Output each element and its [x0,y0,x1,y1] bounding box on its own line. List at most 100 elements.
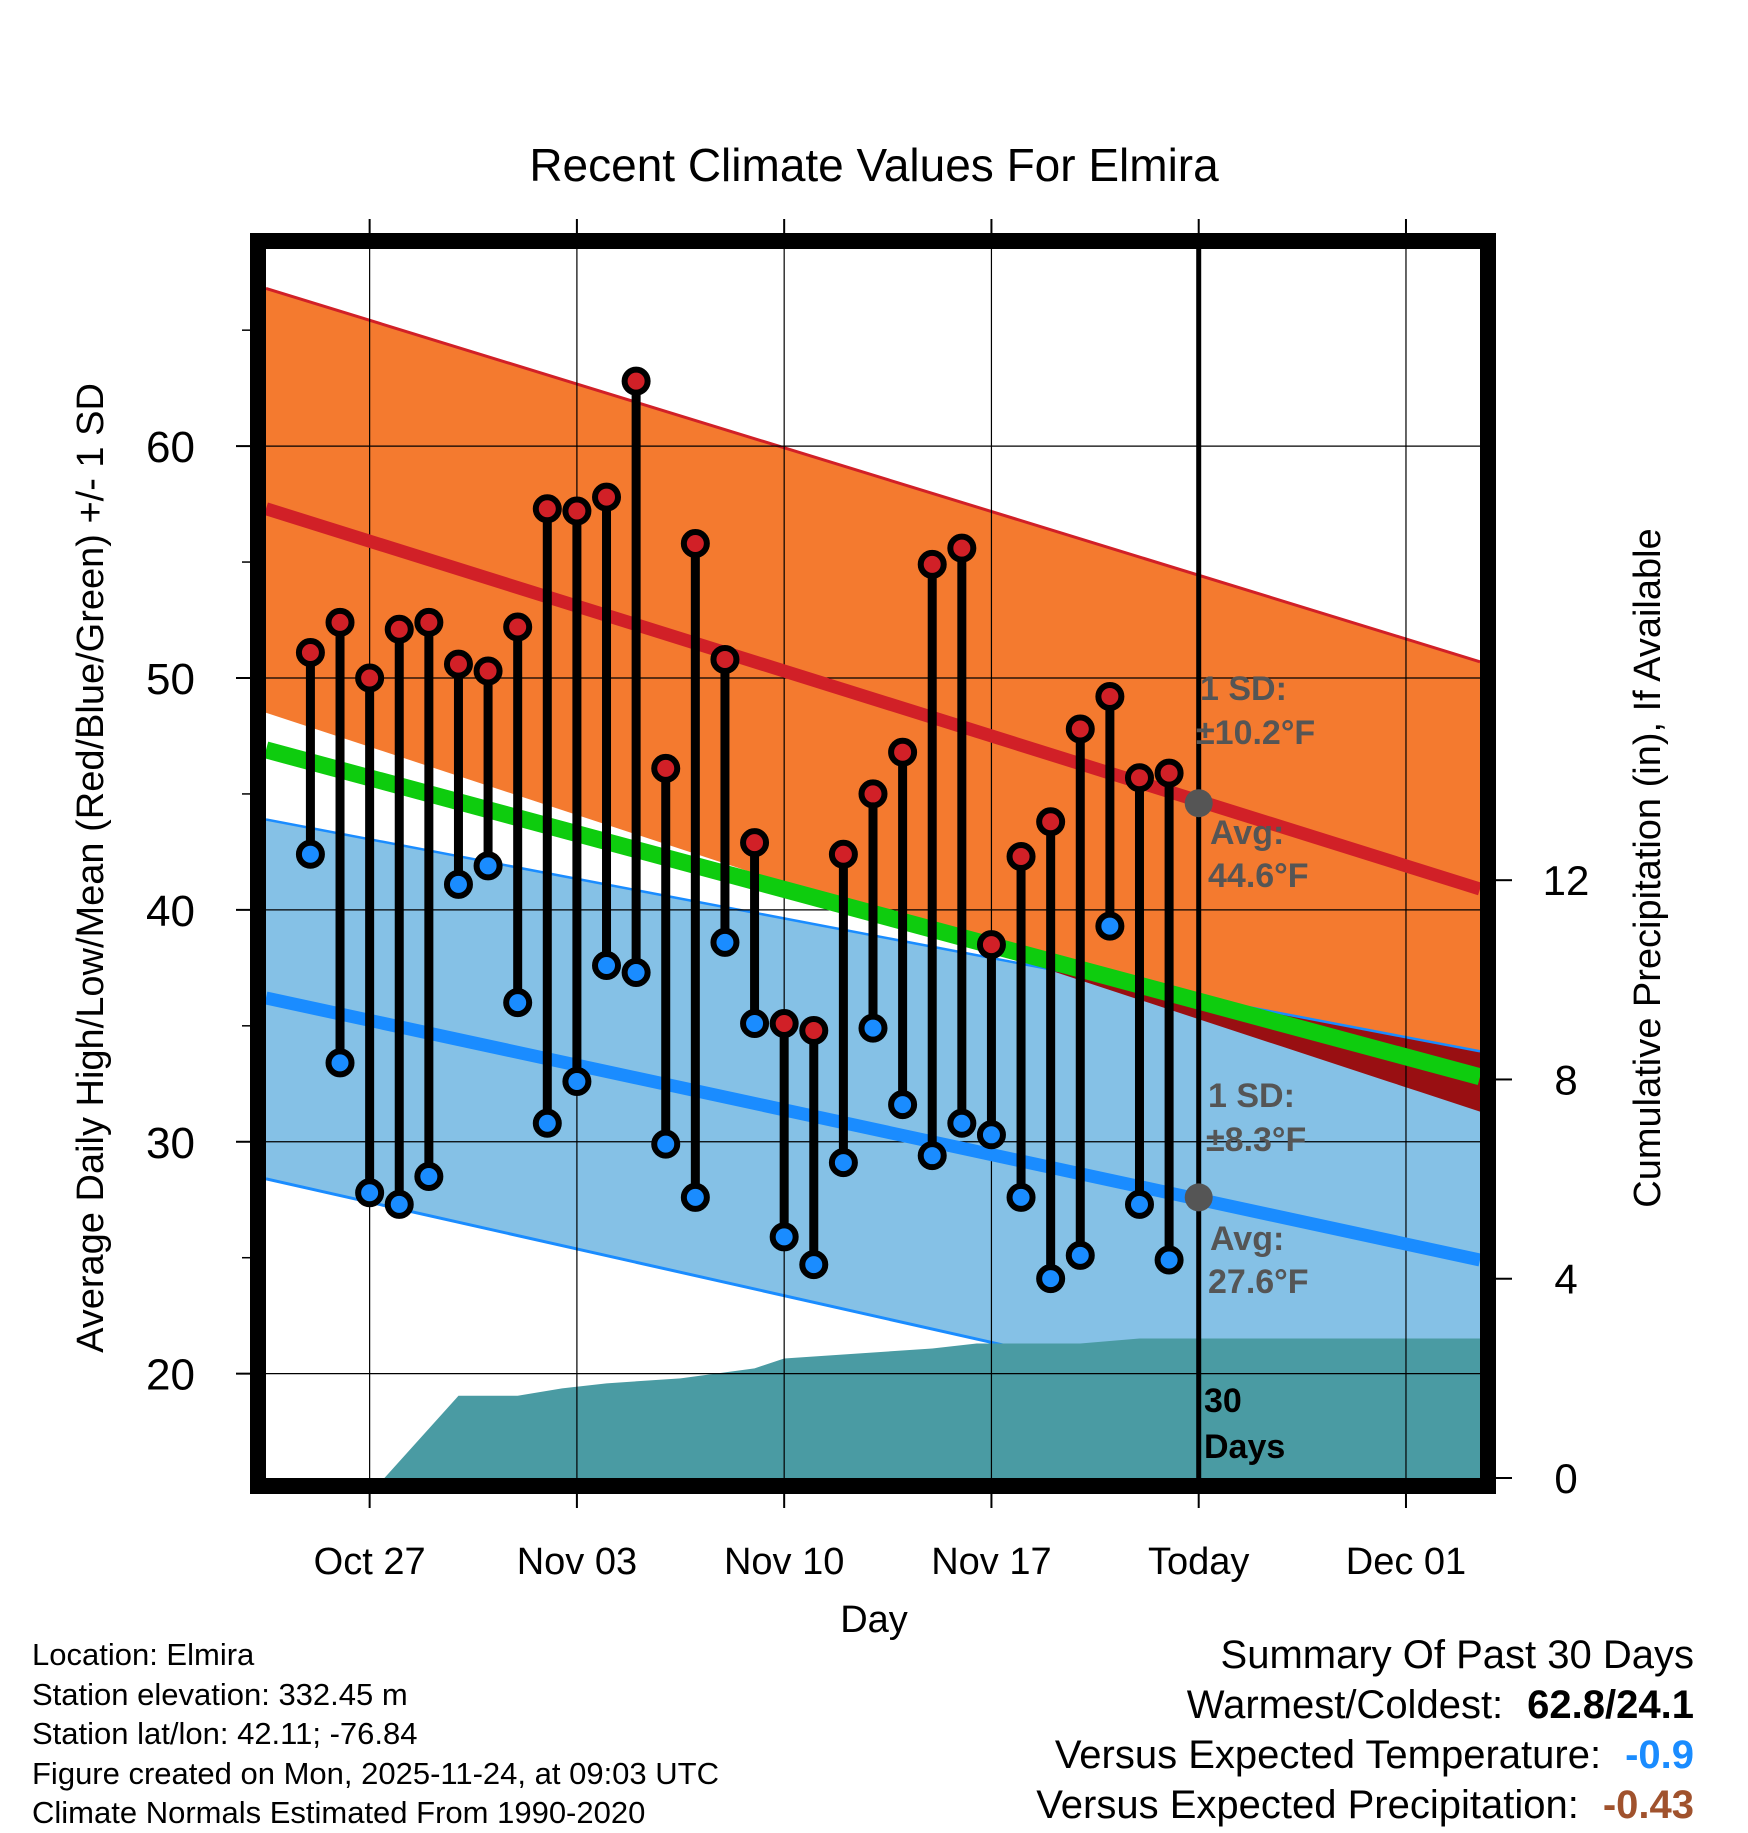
y2-tick-label: 0 [1554,1455,1577,1502]
precip-departure-value: -0.43 [1602,1783,1694,1827]
observed-high-point [828,839,858,869]
observed-low-point [592,951,622,981]
today-low-avg-dot [1184,1183,1213,1212]
observed-high-point [858,779,888,809]
observed-high-point [680,528,710,558]
observed-low-point [740,1009,770,1039]
high-avg-line [266,502,1480,896]
warmest-coldest-label: Warmest/Coldest: [1186,1683,1504,1727]
precip-departure-label: Versus Expected Precipitation: [1036,1783,1579,1827]
today-high-avg-dot [1184,789,1213,818]
observed-low-point [1065,1240,1095,1270]
low-sd-label: 1 SD: [1208,1077,1295,1115]
observed-low-point [325,1048,355,1078]
observed-high-point [1006,842,1036,872]
observed-high-point [710,644,740,674]
observed-low-point [799,1250,829,1280]
observed-low-point [710,927,740,957]
station-info: Location: Elmira Station elevation: 332.… [32,1635,719,1833]
observed-low-point [828,1148,858,1178]
y-tick-label: 60 [146,423,195,472]
created-text: Figure created on Mon, 2025-11-24, at 09… [32,1755,719,1791]
y-tick-label: 30 [146,1119,195,1168]
x-tick-label: Oct 27 [314,1541,426,1583]
observed-low-point [562,1066,592,1096]
window-label-unit: Days [1204,1428,1285,1466]
normals-text: Climate Normals Estimated From 1990-2020 [32,1795,646,1830]
observed-high-point [1036,807,1066,837]
window-label-number: 30 [1204,1382,1242,1420]
observed-low-point [651,1129,681,1159]
observed-high-point [976,930,1006,960]
observed-low-point [621,957,651,987]
observed-high-point [917,549,947,579]
observed-low-point [1124,1189,1154,1219]
precip-departure-row: Versus Expected Precipitation: -0.43 [1036,1780,1694,1830]
observed-high-point [325,607,355,637]
observed-low-point [858,1013,888,1043]
observed-high-point [888,737,918,767]
observed-low-point [532,1108,562,1138]
warmest-coldest-row: Warmest/Coldest: 62.8/24.1 [1036,1680,1694,1730]
observed-low-point [473,851,503,881]
x-tick-label: Today [1148,1541,1249,1583]
observed-high-point [443,649,473,679]
observed-low-point [769,1222,799,1252]
observed-high-point [592,482,622,512]
observed-low-point [1154,1245,1184,1275]
observed-low-point [1036,1264,1066,1294]
axes-layer [236,219,1512,1508]
observed-high-point [384,614,414,644]
precip-area [266,1338,1480,1478]
observed-low-point [355,1178,385,1208]
label-layer: Oct 27 Nov 03 Nov 10 Nov 17 Today Dec 01 20 30 4… [70,383,1669,1641]
observed-low-point [947,1108,977,1138]
high-sd-value: ±10.2°F [1196,714,1315,752]
observed-high-point [1124,763,1154,793]
observed-low-point [295,839,325,869]
y-tick-label: 20 [146,1351,195,1400]
y-tick-label: 40 [146,887,195,936]
high-avg-label: Avg: [1210,814,1284,852]
observed-low-point [384,1189,414,1219]
low-sd-band [266,819,1480,1453]
temp-departure-label: Versus Expected Temperature: [1054,1733,1602,1777]
low-avg-line [266,991,1480,1267]
location-text: Location: Elmira [32,1637,255,1672]
observed-high-point [947,533,977,563]
observed-high-point [740,828,770,858]
observed-high-point [532,494,562,524]
x-tick-label: Nov 10 [724,1541,844,1583]
temp-departure-value: -0.9 [1625,1733,1694,1777]
warmest-coldest-value: 62.8/24.1 [1527,1683,1694,1727]
observed-high-point [1154,758,1184,788]
y2-tick-label: 4 [1554,1256,1577,1303]
high-sd-label: 1 SD: [1200,670,1287,708]
observed-high-point [473,656,503,686]
plot-area [266,249,1480,1478]
summary-title: Summary Of Past 30 Days [1220,1633,1694,1677]
observed-low-point [976,1120,1006,1150]
temp-departure-row: Versus Expected Temperature: -0.9 [1036,1730,1694,1780]
chart-title: Recent Climate Values For Elmira [529,139,1219,191]
sd-overlap-region [1055,970,1480,1112]
observed-low-point [1006,1182,1036,1212]
y2-axis-title: Cumulative Precipitation (in), If Availa… [1627,528,1669,1207]
observed-high-point [799,1015,829,1045]
observed-high-point [651,753,681,783]
observed-high-point [621,366,651,396]
plot-frame [250,233,1496,1494]
observed-low-point [680,1182,710,1212]
high-upper-edge [266,286,1480,664]
y2-tick-label: 8 [1554,1056,1577,1103]
observed-low-point [1095,911,1125,941]
x-axis-title: Day [840,1599,908,1641]
summary-panel: Summary Of Past 30 Days Warmest/Coldest:… [1036,1630,1694,1830]
observed-low-point [443,869,473,899]
observed-high-point [414,607,444,637]
y-tick-label: 50 [146,655,195,704]
observed-high-point [1095,682,1125,712]
observed-low-point [917,1141,947,1171]
x-tick-label: Nov 17 [931,1541,1051,1583]
